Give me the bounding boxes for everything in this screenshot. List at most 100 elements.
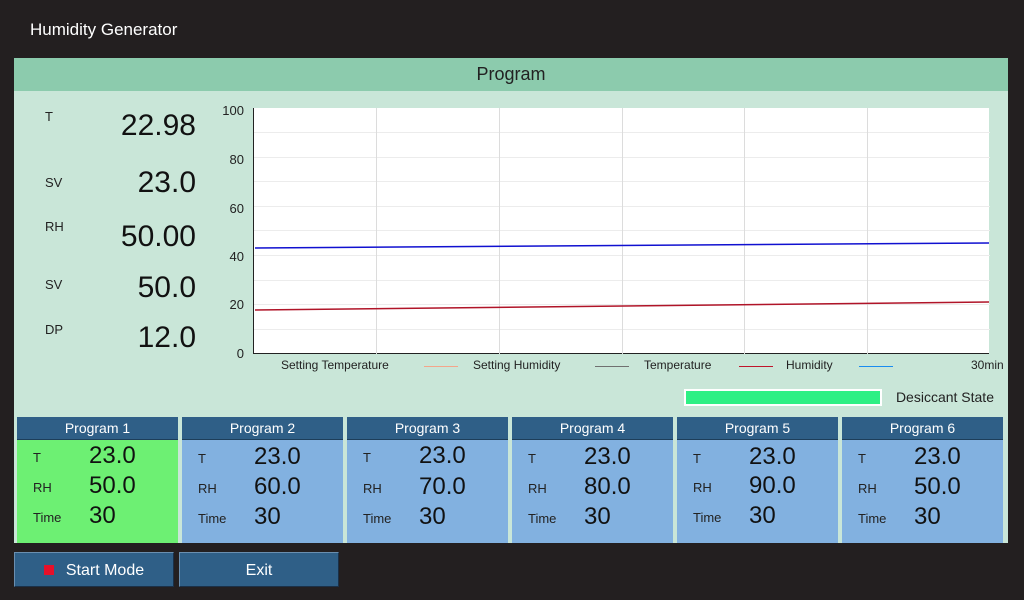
program-value: 30 [749, 502, 776, 529]
desiccant-label: Desiccant State [895, 389, 994, 405]
reading-value: 22.98 [120, 109, 196, 142]
program-title: Program 3 [347, 417, 508, 440]
program-card-5[interactable]: Program 5 T 23.0 RH 90.0 Time 30 [677, 417, 838, 543]
program-value: 23.0 [254, 443, 301, 470]
program-body: T 23.0 RH 60.0 Time 30 [182, 440, 343, 543]
reading-dewpoint: DP 12.0 [14, 311, 204, 361]
plot-svg [254, 108, 990, 354]
program-label: RH [198, 481, 217, 496]
y-tick: 0 [236, 346, 244, 361]
program-card-4[interactable]: Program 4 T 23.0 RH 80.0 Time 30 [512, 417, 673, 543]
program-label: RH [693, 480, 712, 495]
program-value: 70.0 [419, 473, 466, 500]
program-label: RH [528, 481, 547, 496]
program-row-time: Time 30 [677, 502, 838, 532]
program-label: Time [33, 510, 62, 525]
program-value: 50.0 [914, 473, 961, 500]
program-value: 23.0 [749, 443, 796, 470]
program-row-t: T 23.0 [512, 443, 673, 473]
program-label: T [858, 451, 866, 466]
status-indicator-icon [43, 565, 54, 575]
plot-area [253, 108, 990, 354]
reading-label: SV [45, 175, 63, 190]
program-value: 80.0 [584, 473, 631, 500]
reading-label: SV [45, 277, 63, 292]
program-label: RH [33, 480, 52, 495]
program-panel: Program T 22.98 SV 23.0 RH 50.00 SV 50.0… [14, 58, 1008, 543]
program-label: Time [858, 511, 887, 526]
program-row-time: Time 30 [182, 503, 343, 533]
program-value: 50.0 [89, 472, 136, 499]
program-row-t: T 23.0 [842, 443, 1003, 473]
program-title: Program 2 [182, 417, 343, 440]
program-row-t: T 23.0 [182, 443, 343, 473]
program-row-rh: RH 90.0 [677, 472, 838, 502]
exit-label: Exit [245, 562, 273, 579]
program-row-rh: RH 50.0 [17, 472, 178, 502]
desiccant-indicator [684, 389, 882, 406]
program-body: T 23.0 RH 50.0 Time 30 [17, 440, 178, 543]
chart-legend: Setting Temperature Setting Humidity Tem… [267, 358, 1004, 376]
legend-swatch [595, 366, 629, 367]
program-label: T [693, 451, 701, 466]
program-row-rh: RH 60.0 [182, 473, 343, 503]
program-value: 60.0 [254, 473, 301, 500]
program-value: 90.0 [749, 472, 796, 499]
program-body: T 23.0 RH 50.0 Time 30 [842, 440, 1003, 543]
reading-label: T [45, 109, 53, 124]
humidity-series [254, 242, 990, 249]
program-row-t: T 23.0 [347, 442, 508, 472]
reading-temp-setpoint: SV 23.0 [14, 157, 204, 207]
temperature-series [254, 301, 990, 311]
program-value: 30 [914, 503, 941, 530]
program-value: 30 [419, 503, 446, 530]
reading-label: DP [45, 322, 64, 337]
program-card-1[interactable]: Program 1 T 23.0 RH 50.0 Time 30 [17, 417, 178, 543]
program-card-3[interactable]: Program 3 T 23.0 RH 70.0 Time 30 [347, 417, 508, 543]
reading-value: 50.0 [137, 271, 196, 304]
legend-label: Setting Temperature [281, 358, 389, 372]
program-title: Program 6 [842, 417, 1003, 440]
program-label: Time [693, 510, 722, 525]
reading-label: RH [45, 219, 64, 234]
exit-button[interactable]: Exit [179, 552, 339, 587]
reading-value: 23.0 [137, 166, 196, 199]
start-mode-button[interactable]: Start Mode [14, 552, 174, 587]
program-row-time: Time 30 [512, 503, 673, 533]
program-label: T [528, 451, 536, 466]
program-value: 30 [254, 503, 281, 530]
program-row-rh: RH 70.0 [347, 473, 508, 503]
program-label: T [198, 451, 206, 466]
reading-value: 50.00 [120, 220, 196, 253]
program-body: T 23.0 RH 80.0 Time 30 [512, 440, 673, 543]
program-row-time: Time 30 [17, 502, 178, 532]
program-body: T 23.0 RH 70.0 Time 30 [347, 440, 508, 543]
program-label: Time [198, 511, 227, 526]
program-body: T 23.0 RH 90.0 Time 30 [677, 440, 838, 543]
legend-label: Temperature [644, 358, 712, 372]
program-title: Program 1 [17, 417, 178, 440]
y-tick: 20 [229, 297, 244, 312]
program-label: Time [528, 511, 557, 526]
y-tick: 40 [229, 249, 244, 264]
reading-temperature: T 22.98 [14, 101, 204, 151]
program-value: 30 [584, 503, 611, 530]
program-title: Program 4 [512, 417, 673, 440]
x-end-label: 30min [971, 358, 1004, 372]
legend-label: Humidity [786, 358, 833, 372]
start-mode-label: Start Mode [65, 562, 145, 579]
panel-title: Program [14, 58, 1008, 91]
program-row-rh: RH 50.0 [842, 473, 1003, 503]
program-value: 23.0 [914, 443, 961, 470]
program-label: Time [363, 511, 392, 526]
program-card-6[interactable]: Program 6 T 23.0 RH 50.0 Time 30 [842, 417, 1003, 543]
program-row-rh: RH 80.0 [512, 473, 673, 503]
program-label: T [363, 450, 371, 465]
program-value: 23.0 [89, 442, 136, 469]
program-card-2[interactable]: Program 2 T 23.0 RH 60.0 Time 30 [182, 417, 343, 543]
program-row-time: Time 30 [347, 503, 508, 533]
y-tick: 80 [229, 152, 244, 167]
program-label: RH [363, 481, 382, 496]
trend-chart: 100 80 60 40 20 0 [214, 98, 1004, 388]
desiccant-state: Desiccant State [684, 388, 994, 408]
